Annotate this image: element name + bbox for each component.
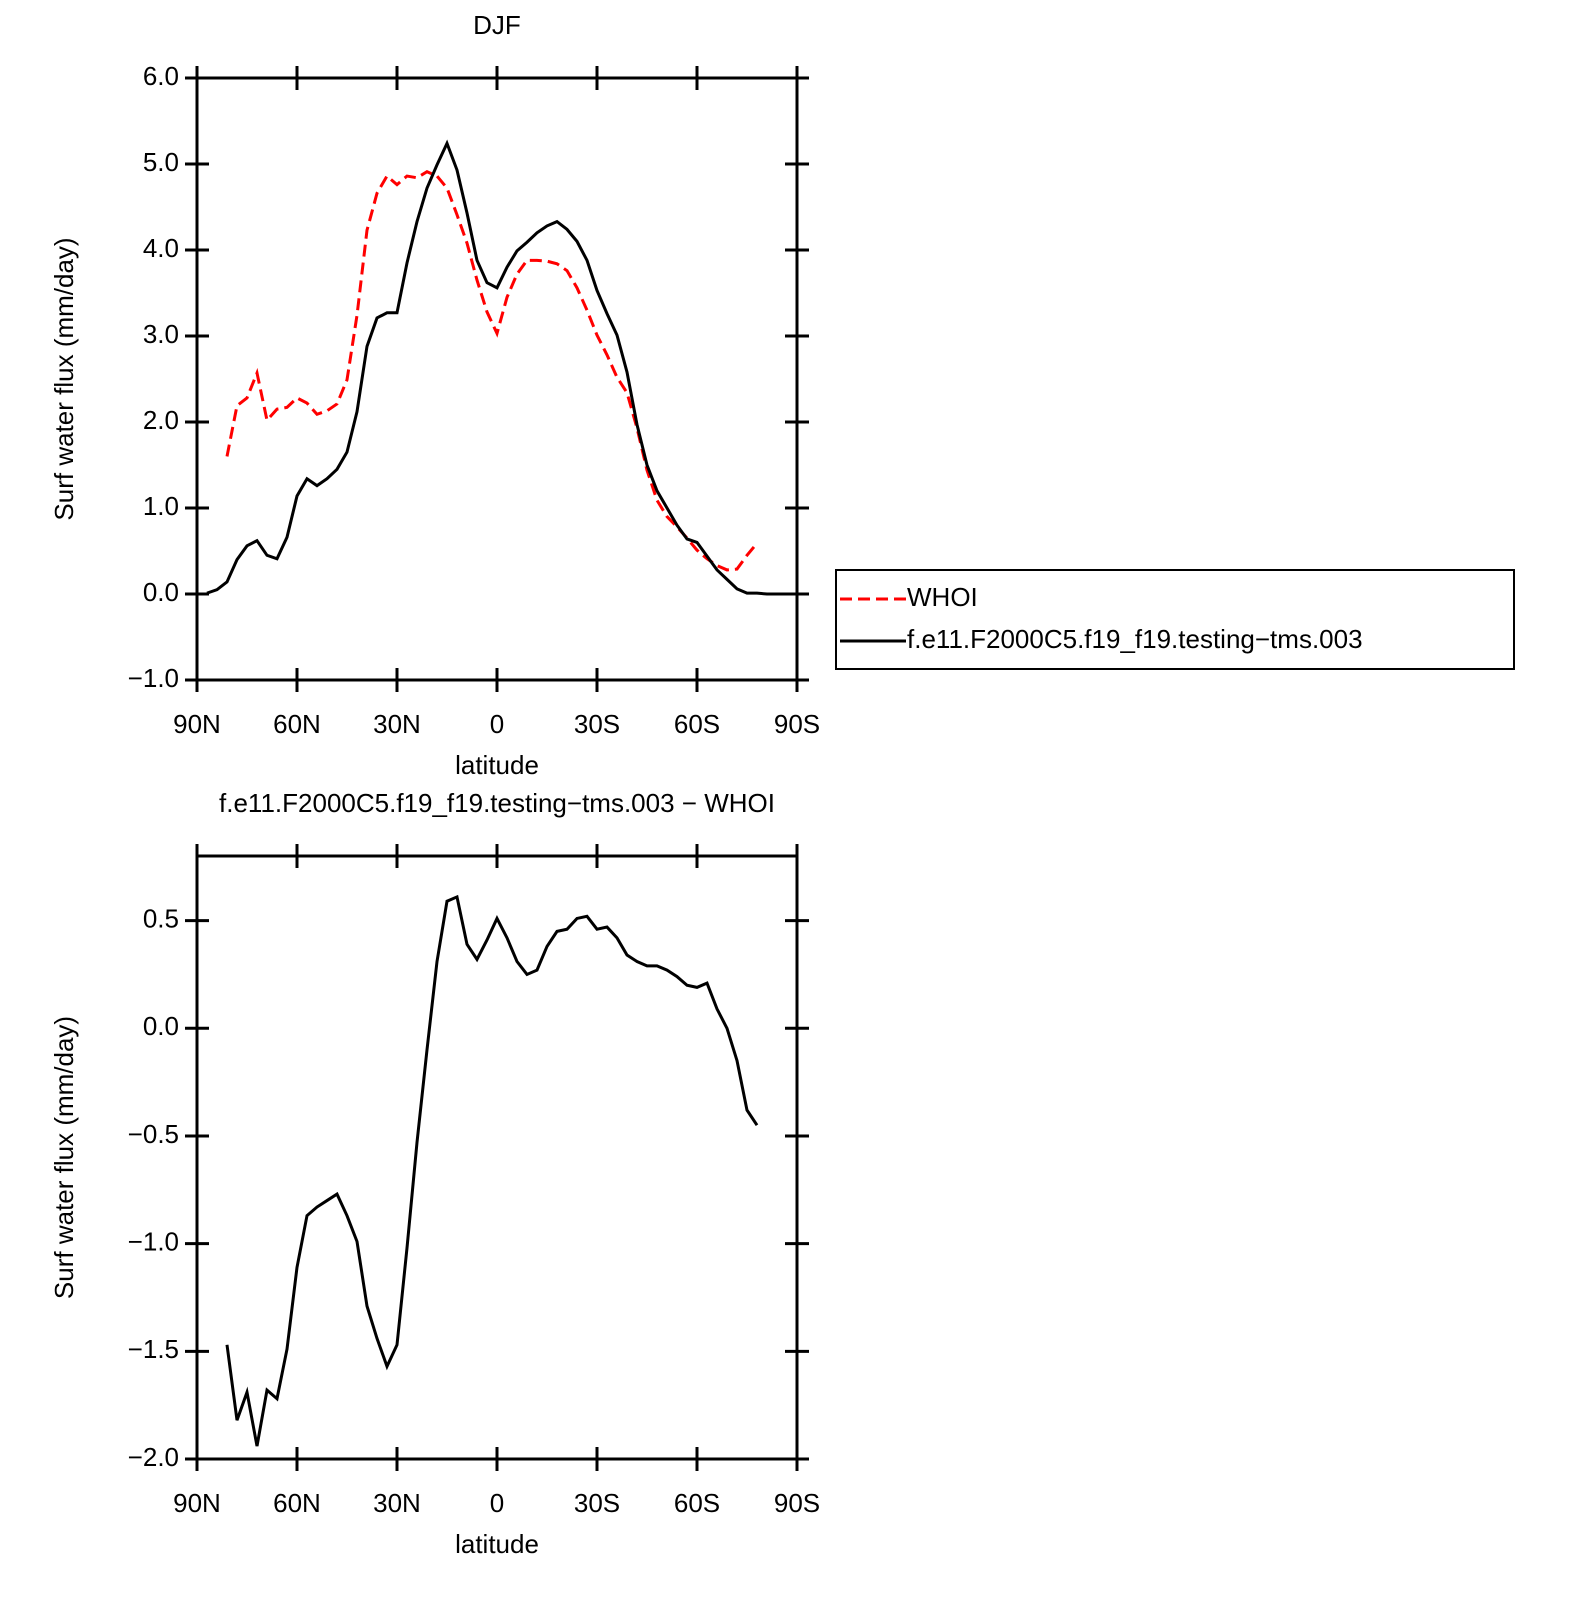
y-tick-label: −1.0	[128, 1227, 179, 1257]
x-tick-label: 60S	[674, 709, 720, 739]
y-tick-label: 0.0	[143, 1011, 179, 1041]
data-line	[225, 894, 759, 1447]
y-tick-label: 4.0	[143, 233, 179, 263]
chart-title: DJF	[473, 10, 521, 40]
y-tick-label: 1.0	[143, 491, 179, 521]
data-line	[206, 139, 787, 596]
x-tick-label: 30N	[373, 1488, 421, 1518]
data-line	[225, 170, 759, 572]
plot-frame	[195, 76, 799, 682]
x-tick-label: 30S	[574, 1488, 620, 1518]
plot-frame	[195, 854, 799, 1461]
x-tick-label: 60N	[273, 1488, 321, 1518]
y-tick-label: 5.0	[143, 147, 179, 177]
legend-label: WHOI	[907, 582, 978, 612]
x-tick-label: 90S	[774, 1488, 820, 1518]
y-tick-label: 6.0	[143, 61, 179, 91]
x-tick-label: 90N	[173, 1488, 221, 1518]
legend-label: f.e11.F2000C5.f19_f19.testing−tms.003	[907, 624, 1363, 654]
y-tick-label: 0.5	[143, 903, 179, 933]
y-axis-label: Surf water flux (mm/day)	[49, 237, 79, 520]
chart-title: f.e11.F2000C5.f19_f19.testing−tms.003 − …	[219, 788, 775, 818]
x-tick-label: 90N	[173, 709, 221, 739]
legend-box	[835, 569, 1515, 670]
y-tick-label: −1.5	[128, 1334, 179, 1364]
y-tick-label: −0.5	[128, 1119, 179, 1149]
y-axis-label: Surf water flux (mm/day)	[49, 1016, 79, 1299]
x-tick-label: 0	[490, 1488, 504, 1518]
x-tick-label: 90S	[774, 709, 820, 739]
x-axis-label: latitude	[455, 1529, 539, 1559]
y-tick-label: 3.0	[143, 319, 179, 349]
x-tick-label: 0	[490, 709, 504, 739]
x-tick-label: 30S	[574, 709, 620, 739]
y-tick-label: −2.0	[128, 1442, 179, 1472]
x-tick-label: 60S	[674, 1488, 720, 1518]
x-axis-label: latitude	[455, 750, 539, 780]
x-tick-label: 30N	[373, 709, 421, 739]
y-tick-label: 2.0	[143, 405, 179, 435]
y-tick-label: −1.0	[128, 663, 179, 693]
y-tick-label: 0.0	[143, 577, 179, 607]
x-tick-label: 60N	[273, 709, 321, 739]
